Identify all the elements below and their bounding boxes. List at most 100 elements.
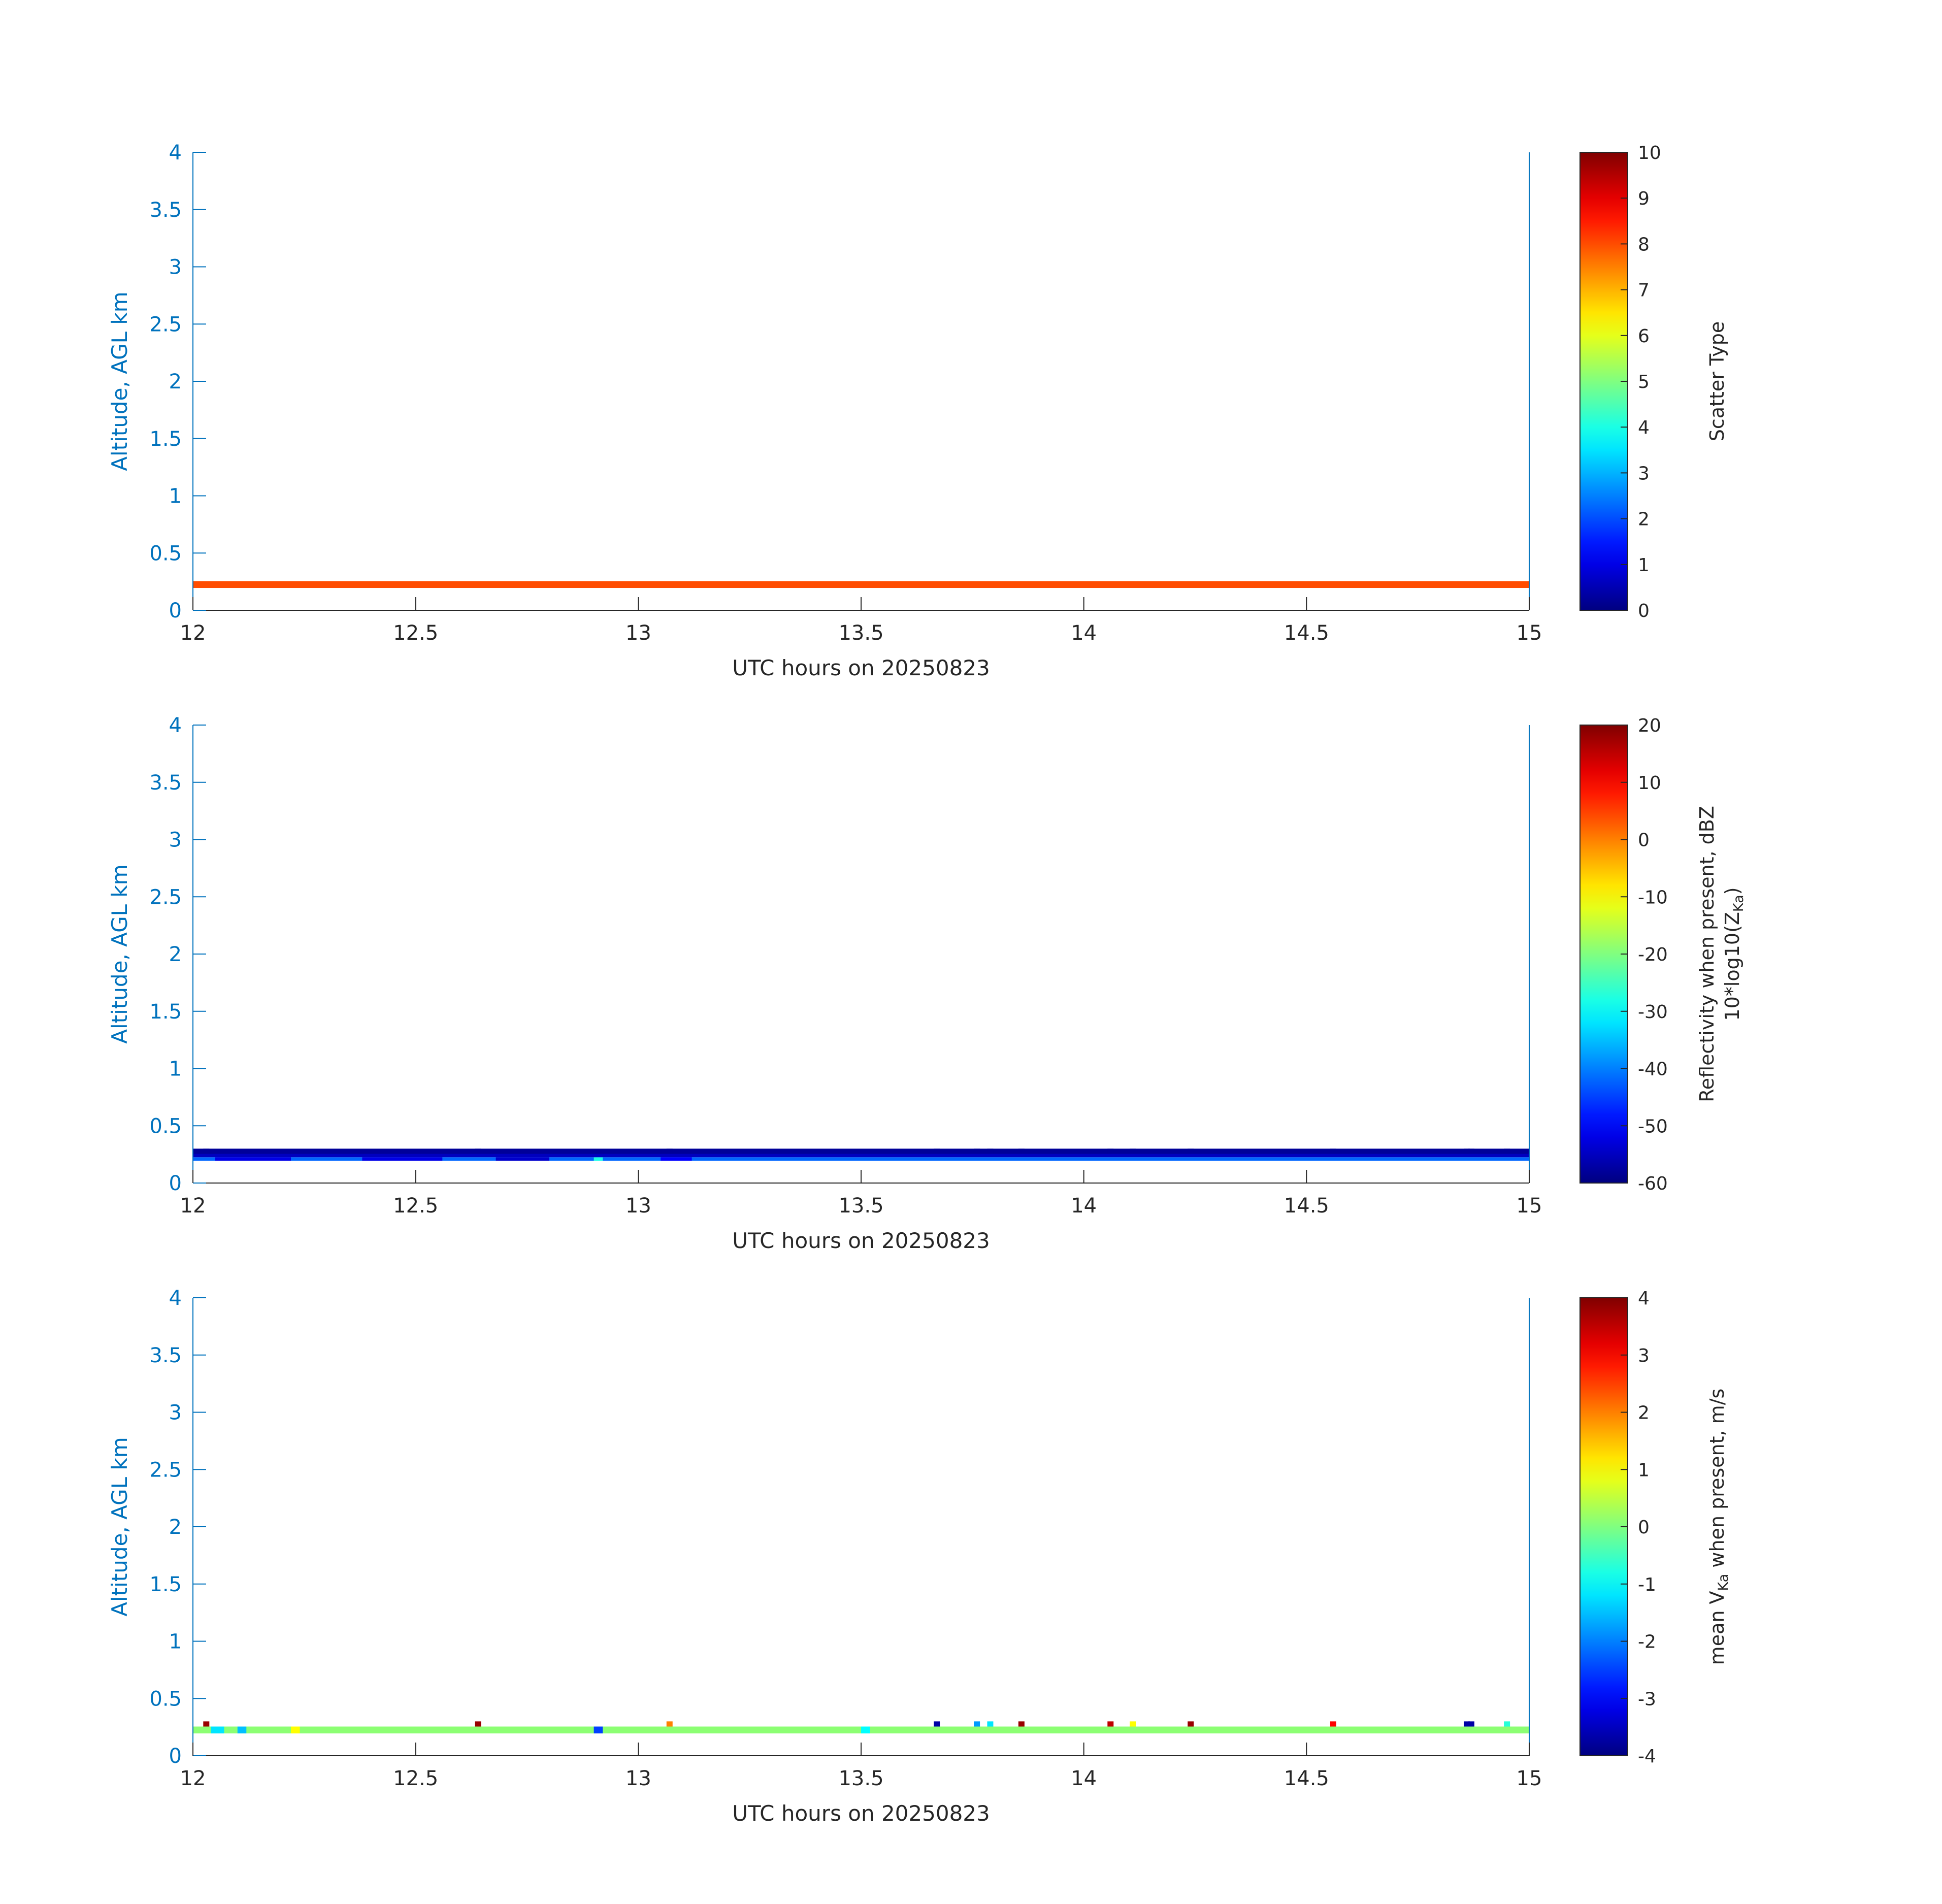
reflectivity-colorbar-label-2: 10*log10(ZKa) (1721, 887, 1747, 1021)
reflectivity-axes: 0 0.5 1 1.5 2 2.5 3 3.5 4 12 12.5 13 13.5 14 14.5 15 (149, 714, 1542, 1218)
x-tick-label: 12 (180, 1767, 206, 1790)
y-tick-label: 2.5 (149, 885, 182, 909)
scatter-type-y-axis-label: Altitude, AGL km (107, 291, 132, 471)
y-tick-label: 2.5 (149, 313, 182, 336)
data-cell-0-2 (496, 1157, 549, 1161)
y-tick-label: 1 (169, 1058, 182, 1081)
colorbar-gradient-bar (1579, 152, 1628, 611)
y-tick-label: 2 (169, 1516, 182, 1539)
colorbar-tick-label: 0 (1638, 601, 1650, 621)
x-tick-label: 13.5 (838, 1767, 883, 1790)
colorbar-tick-label: 2 (1638, 1403, 1650, 1424)
colorbar-tick-label: 0 (1638, 1517, 1650, 1538)
data-spike-2-13 (1504, 1148, 1510, 1154)
data-spike-2-2 (666, 1148, 673, 1154)
data-spike-1-2 (666, 1721, 673, 1727)
velocity-x-axis-label: UTC hours on 20250823 (732, 1801, 990, 1826)
y-tick-label: 0 (169, 1172, 182, 1195)
colorbar-gradient-bar (1579, 1297, 1628, 1756)
data-spike-1-12 (1468, 1721, 1474, 1727)
data-spike-1-8 (1130, 1721, 1136, 1727)
y-tick-label: 1.5 (149, 1000, 182, 1024)
y-tick-label: 0.5 (149, 1114, 182, 1138)
data-spike-2-3 (934, 1148, 940, 1154)
y-tick-label: 3.5 (149, 771, 182, 795)
data-cell-0-4 (661, 1157, 692, 1161)
data-spike-2-8 (1130, 1148, 1136, 1154)
x-tick-label: 14 (1071, 1194, 1097, 1218)
colorbar-tick-label: -4 (1638, 1746, 1656, 1767)
colorbar-tick-label: 0 (1638, 830, 1650, 851)
y-tick-label: 2 (169, 943, 182, 966)
data-spike-1-1 (475, 1721, 481, 1727)
x-tick-label: 13 (626, 1194, 651, 1218)
y-tick-label: 1.5 (149, 1573, 182, 1596)
colorbar-tick-label: 10 (1638, 773, 1661, 794)
scatter-type-axes: 0 0.5 1 1.5 2 2.5 3 3.5 4 12 12.5 13 13.5 14 14.5 15 (149, 141, 1542, 645)
data-layer-2 (193, 1148, 1529, 1154)
x-tick-label: 12.5 (393, 1194, 438, 1218)
x-tick-label: 13.5 (838, 1194, 883, 1218)
y-tick-label: 2 (169, 370, 182, 393)
colorbar-tick-label: 4 (1638, 417, 1650, 438)
y-tick-label: 3 (169, 256, 182, 279)
data-cell-0-1 (362, 1157, 443, 1161)
velocity-axes: 0 0.5 1 1.5 2 2.5 3 3.5 4 12 12.5 13 13.5 14 14.5 15 (149, 1287, 1542, 1790)
colorbar-tick-label: -2 (1638, 1632, 1656, 1653)
y-tick-label: 1.5 (149, 428, 182, 451)
reflectivity-colorbar-label-2-main: 10*log10(Z (1721, 912, 1743, 1021)
data-spike-2-7 (1107, 1148, 1114, 1154)
colorbar-tick-label: 20 (1638, 715, 1661, 736)
velocity-colorbar-label-main: mean V (1706, 1591, 1728, 1665)
y-tick-label: 0 (169, 1745, 182, 1768)
data-layer-0 (193, 581, 1529, 588)
x-tick-label: 14 (1071, 1767, 1097, 1790)
x-tick-label: 14.5 (1284, 1767, 1329, 1790)
data-cell-0-1 (237, 1726, 247, 1734)
scatter-type-plot-area (193, 581, 1529, 588)
data-spike-1-7 (1107, 1721, 1114, 1727)
y-tick-label: 2.5 (149, 1458, 182, 1482)
data-cell-0-4 (861, 1726, 870, 1734)
colorbar-tick-label: 9 (1638, 188, 1650, 209)
y-tick-label: 4 (169, 141, 182, 165)
colorbar-tick-label: -20 (1638, 944, 1668, 965)
velocity-colorbar: -4 -3 -2 -1 0 1 2 3 4 (1579, 1288, 1656, 1767)
reflectivity-x-axis-label: UTC hours on 20250823 (732, 1228, 990, 1253)
data-spike-2-1 (475, 1148, 481, 1154)
x-tick-label: 13 (626, 1767, 651, 1790)
colorbar-tick-label: 1 (1638, 555, 1650, 576)
data-spike-1-6 (1018, 1721, 1025, 1727)
data-spike-2-10 (1330, 1148, 1336, 1154)
reflectivity-colorbar-label-2-sub: Ka (1731, 895, 1747, 912)
y-tick-label: 1 (169, 1630, 182, 1654)
colorbar-tick-label: 10 (1638, 143, 1661, 163)
y-tick-label: 3 (169, 829, 182, 852)
reflectivity-y-axis-label: Altitude, AGL km (107, 864, 132, 1043)
colorbar-tick-label: 5 (1638, 372, 1650, 392)
data-cell-0-0 (211, 1726, 224, 1734)
data-layer-1 (193, 1154, 1529, 1158)
x-tick-label: 12.5 (393, 621, 438, 645)
data-spike-1-0 (203, 1721, 210, 1727)
velocity-plot-area (193, 1721, 1529, 1734)
y-tick-label: 0.5 (149, 542, 182, 565)
colorbar-tick-label: 2 (1638, 509, 1650, 530)
data-spike-2-12 (1468, 1148, 1474, 1154)
data-layer-0 (193, 1157, 1529, 1161)
x-tick-label: 13 (626, 621, 651, 645)
scatter-type-colorbar-label: Scatter Type (1706, 321, 1728, 441)
data-cell-0-3 (594, 1726, 603, 1734)
x-tick-label: 12 (180, 1194, 206, 1218)
x-tick-label: 12 (180, 621, 206, 645)
data-spike-1-11 (1464, 1721, 1470, 1727)
reflectivity-plot-area (193, 1148, 1529, 1161)
colorbar-tick-label: 7 (1638, 280, 1650, 301)
x-tick-label: 14.5 (1284, 621, 1329, 645)
scatter-type-x-axis-label: UTC hours on 20250823 (732, 655, 990, 680)
data-spike-1-4 (974, 1721, 980, 1727)
reflectivity-colorbar: -60 -50 -40 -30 -20 -10 0 10 20 (1579, 715, 1668, 1194)
data-spike-1-10 (1330, 1721, 1336, 1727)
